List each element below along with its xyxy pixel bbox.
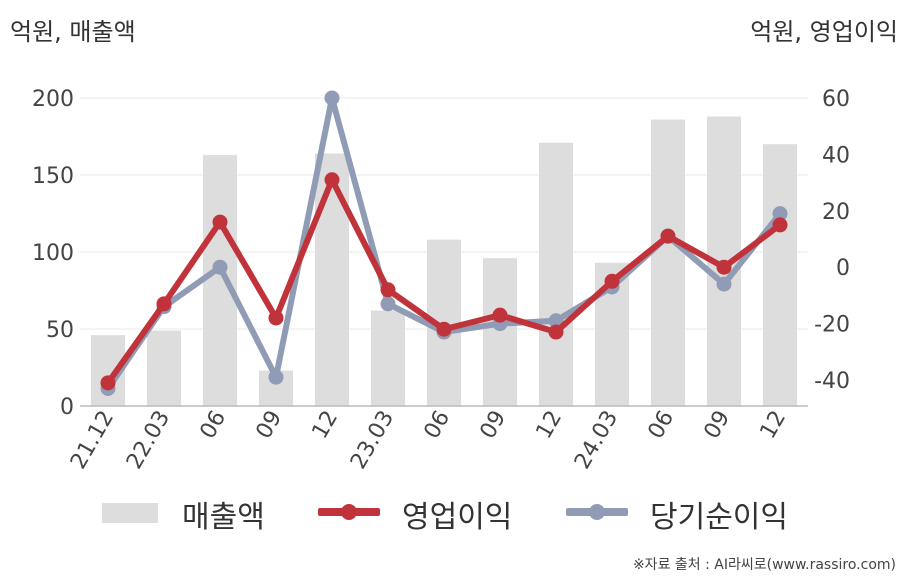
- point-operating-profit: [548, 324, 564, 340]
- point-operating-profit: [716, 259, 732, 275]
- point-operating-profit: [604, 273, 620, 289]
- bar-revenue: [203, 154, 237, 406]
- point-operating-profit: [492, 307, 508, 323]
- x-tick-label: 12: [308, 407, 344, 444]
- point-net-income: [380, 296, 396, 312]
- x-tick-label: 23.03: [346, 407, 399, 474]
- bar-revenue: [371, 310, 405, 406]
- legend-label-revenue: 매출액: [182, 500, 265, 535]
- x-tick-label: 06: [196, 407, 232, 444]
- point-operating-profit: [324, 172, 340, 188]
- legend-marker-net-income: [589, 504, 605, 520]
- point-net-income: [212, 259, 228, 275]
- y-right-tick-label: 60: [822, 87, 850, 112]
- point-operating-profit: [772, 217, 788, 233]
- bar-revenue: [315, 153, 349, 406]
- y-right-tick-label: 40: [822, 143, 850, 168]
- y-left-tick-label: 50: [46, 318, 74, 343]
- point-operating-profit: [156, 296, 172, 312]
- bar-revenue: [763, 144, 797, 406]
- right-axis-unit: 억원, 영업이익: [750, 18, 898, 46]
- left-axis-unit: 억원, 매출액: [10, 18, 136, 46]
- point-operating-profit: [212, 214, 228, 230]
- point-operating-profit: [100, 375, 116, 391]
- point-operating-profit: [380, 282, 396, 298]
- x-tick-label: 06: [644, 407, 680, 444]
- y-right-tick-label: -20: [814, 313, 850, 338]
- y-left-tick-label: 150: [32, 164, 74, 189]
- point-net-income: [548, 313, 564, 329]
- x-tick-label: 09: [252, 407, 288, 444]
- x-tick-label: 09: [700, 407, 736, 444]
- point-operating-profit: [660, 228, 676, 244]
- x-tick-label: 12: [756, 407, 792, 444]
- bar-revenue: [651, 119, 685, 406]
- point-net-income: [324, 90, 340, 106]
- point-net-income: [268, 369, 284, 385]
- x-tick-label: 24.03: [570, 407, 623, 474]
- x-tick-label: 12: [532, 407, 568, 444]
- bar-series: [91, 116, 797, 406]
- y-right-tick-label: -40: [814, 369, 850, 394]
- chart: 0 50 100 150 200 -40 -20 0 20 40 60 21.12 22.03 06 09 1…: [32, 87, 850, 474]
- source-credit: ※자료 출처 : AI라씨로(www.rassiro.com): [632, 557, 896, 573]
- point-net-income: [772, 206, 788, 222]
- legend-label-net-income: 당기순이익: [650, 500, 788, 535]
- y-left-tick-label: 100: [32, 241, 74, 266]
- bar-revenue: [483, 258, 517, 406]
- y-left-tick-label: 0: [60, 395, 74, 420]
- bar-revenue: [539, 142, 573, 406]
- x-tick-label: 06: [420, 407, 456, 444]
- point-operating-profit: [268, 310, 284, 326]
- legend-label-operating-profit: 영업이익: [402, 500, 513, 535]
- x-tick-label: 09: [476, 407, 512, 444]
- x-tick-label: 21.12: [66, 407, 119, 474]
- line-series: [100, 90, 788, 396]
- y-right-tick-label: 0: [836, 256, 850, 281]
- legend-marker-operating-profit: [341, 504, 357, 520]
- bar-revenue: [147, 330, 181, 406]
- y-right-tick-label: 20: [822, 200, 850, 225]
- point-net-income: [716, 276, 732, 292]
- y-left-tick-label: 200: [32, 87, 74, 112]
- x-tick-label: 22.03: [122, 407, 175, 474]
- legend: 매출액 영업이익 당기순이익: [0, 490, 908, 540]
- legend-swatch-revenue: [102, 503, 158, 523]
- point-operating-profit: [436, 321, 452, 337]
